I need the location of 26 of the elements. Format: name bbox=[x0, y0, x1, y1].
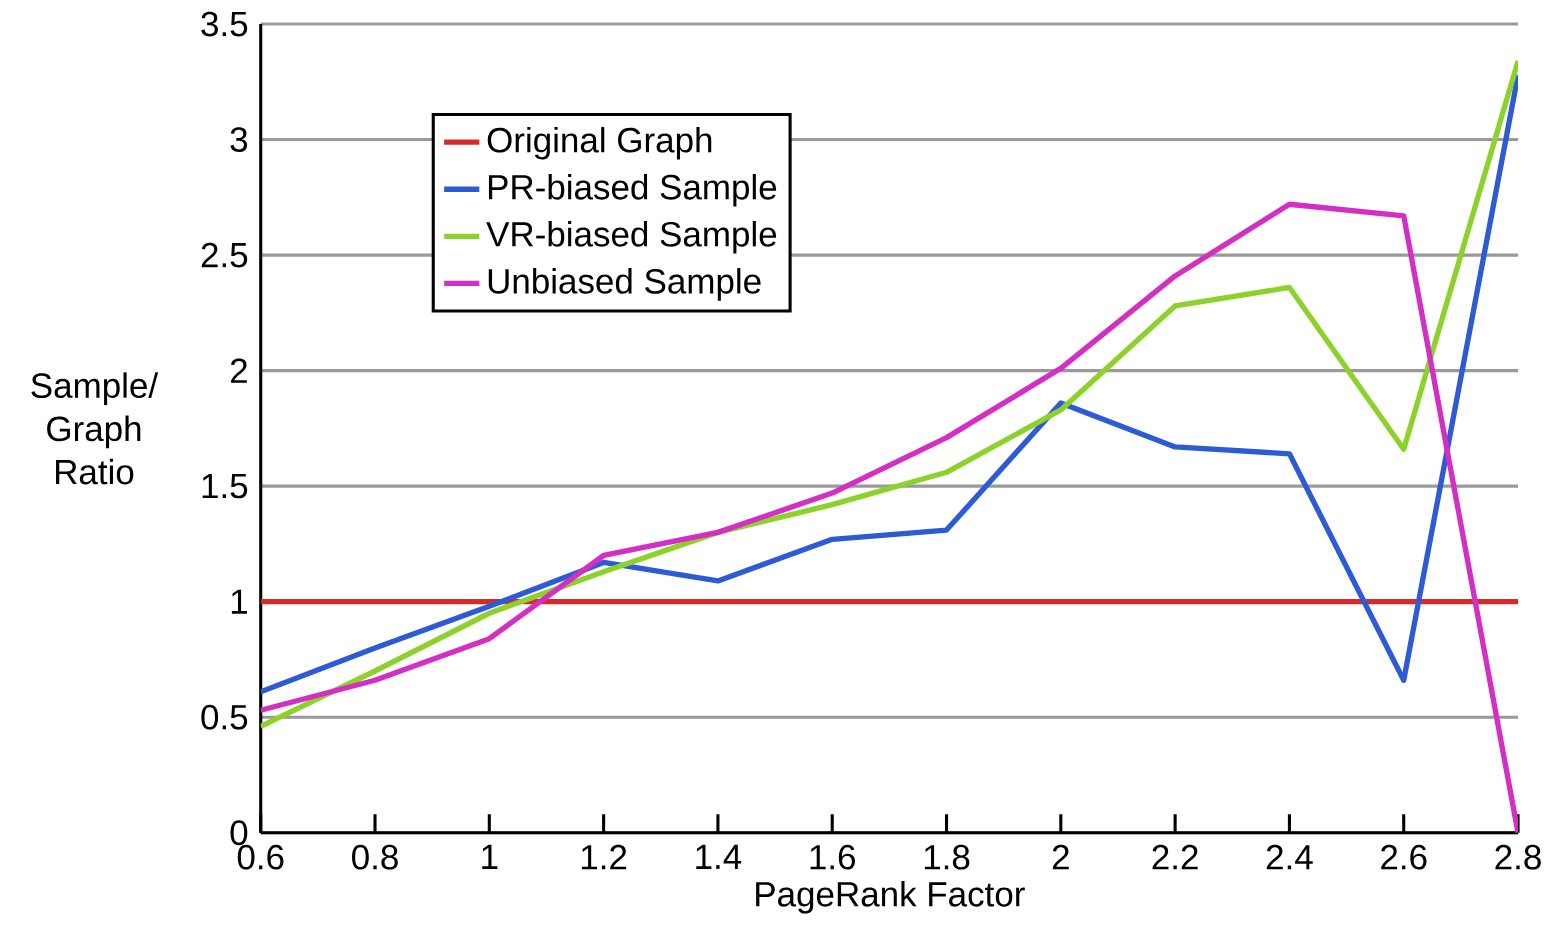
x-tick-label: 1 bbox=[482, 844, 498, 869]
y-tick-label: 0 bbox=[230, 820, 248, 846]
y-axis-title: Sample/ Graph Ratio bbox=[31, 372, 159, 485]
x-axis-title: PageRank Factor bbox=[756, 880, 1025, 914]
legend-label: Original Graph bbox=[487, 126, 712, 160]
legend-label: Unbiased Sample bbox=[488, 267, 761, 301]
x-tick-label: 2.8 bbox=[1495, 844, 1541, 870]
x-tick-label: 1.8 bbox=[924, 844, 970, 870]
x-tick-label: 0.8 bbox=[352, 844, 398, 870]
x-tick-label: 0.6 bbox=[237, 844, 284, 870]
legend-label: PR-biased Sample bbox=[488, 173, 777, 207]
x-tick-label: 1.2 bbox=[581, 844, 627, 870]
x-tick-label: 2.6 bbox=[1381, 844, 1427, 870]
y-tick-label: 1.5 bbox=[202, 473, 248, 499]
x-tick-label: 1.4 bbox=[696, 844, 742, 869]
x-tick-label: 2.4 bbox=[1266, 844, 1313, 870]
x-tick-label: 1.6 bbox=[810, 844, 855, 870]
y-tick-label: 2 bbox=[230, 358, 247, 383]
x-tick-label: 2.2 bbox=[1152, 844, 1198, 870]
y-tick-label: 2.5 bbox=[201, 242, 248, 268]
legend-label: VR-biased Sample bbox=[486, 220, 777, 254]
y-tick-label: 3.5 bbox=[201, 11, 248, 37]
y-tick-label: 1 bbox=[231, 589, 247, 614]
y-tick-label: 3 bbox=[230, 127, 248, 152]
y-tick-label: 0.5 bbox=[201, 704, 248, 730]
x-tick-label: 2 bbox=[1052, 844, 1069, 870]
